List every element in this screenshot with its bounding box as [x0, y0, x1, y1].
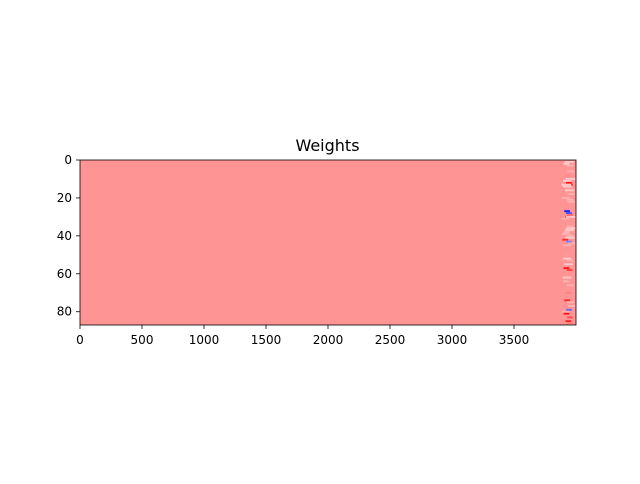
heatmap-cell [567, 170, 575, 173]
heatmap-cell [566, 181, 572, 184]
heatmap-cell [561, 217, 570, 220]
heatmap-cell [568, 305, 576, 307]
x-tick-label: 3000 [437, 333, 468, 347]
y-tick-label: 60 [57, 267, 72, 281]
heatmap-cell [566, 198, 574, 201]
heatmap-cell [565, 215, 576, 218]
heatmap-cell [566, 259, 574, 262]
x-tick-label: 2500 [375, 333, 406, 347]
y-tick-label: 0 [64, 153, 72, 167]
heatmap-cell [565, 178, 576, 180]
heatmap-cell [562, 280, 569, 283]
heatmap-background [80, 160, 576, 325]
plot-area [80, 160, 576, 325]
x-tick-label: 0 [76, 333, 84, 347]
heatmap-cell [563, 263, 573, 266]
heatmap-cell [563, 162, 570, 165]
heatmap-cell [564, 160, 575, 163]
heatmap-cell [567, 284, 574, 287]
heatmap-cell [561, 196, 571, 199]
heatmap-cell [564, 253, 571, 256]
heatmap-cell [562, 233, 571, 235]
y-tick-label: 40 [57, 229, 72, 243]
heatmap-cell [562, 185, 572, 188]
heatmap-cell [566, 164, 574, 167]
heatmap-cell [567, 234, 574, 237]
heatmap-cell [566, 269, 573, 271]
x-tick-label: 500 [131, 333, 154, 347]
heatmap-cell [566, 240, 572, 243]
heatmap-cell [564, 210, 570, 213]
heatmap-cells [561, 160, 576, 325]
heatmap-cell [562, 238, 569, 241]
heatmap-cell [561, 310, 570, 313]
heatmap-cell [565, 236, 575, 239]
heatmap-cell [563, 179, 572, 182]
heatmap-cell [567, 301, 574, 304]
heatmap-cell [567, 200, 576, 203]
heatmap-cell [561, 183, 572, 186]
heatmap-cell [564, 189, 575, 192]
x-tick-label: 1000 [189, 333, 220, 347]
heatmap-cell [562, 244, 571, 247]
heatmap-cell [567, 322, 574, 325]
heatmap-cell [565, 291, 572, 294]
heatmap-cell [567, 214, 574, 216]
heatmap-cell [565, 320, 572, 323]
x-tick-label: 3500 [499, 333, 530, 347]
heatmap-cell [566, 212, 572, 215]
heatmap-cell [567, 316, 574, 319]
heatmap-cell [564, 229, 575, 232]
heatmap-cell [563, 267, 570, 270]
heatmap-cell [562, 276, 572, 279]
chart-title: Weights [295, 136, 359, 155]
heatmap-cell [568, 242, 576, 245]
heatmap-cell [565, 227, 576, 230]
heatmap-cell [564, 299, 570, 302]
axes: 0 500 1000 1500 2000 2500 3000 3500 0 20 40 60 80 [57, 153, 577, 347]
heatmap-cell [567, 193, 575, 196]
heatmap-cell [566, 225, 574, 228]
y-tick-label: 80 [57, 305, 72, 319]
x-tick-label: 2000 [313, 333, 344, 347]
heatmap-cell [563, 231, 570, 234]
x-tick-label: 1500 [251, 333, 282, 347]
heatmap-cell [566, 308, 572, 311]
heatmap-cell [563, 312, 570, 315]
y-tick-label: 20 [57, 191, 72, 205]
heatmap-cell [564, 174, 571, 177]
heatmap-cell [562, 257, 572, 260]
